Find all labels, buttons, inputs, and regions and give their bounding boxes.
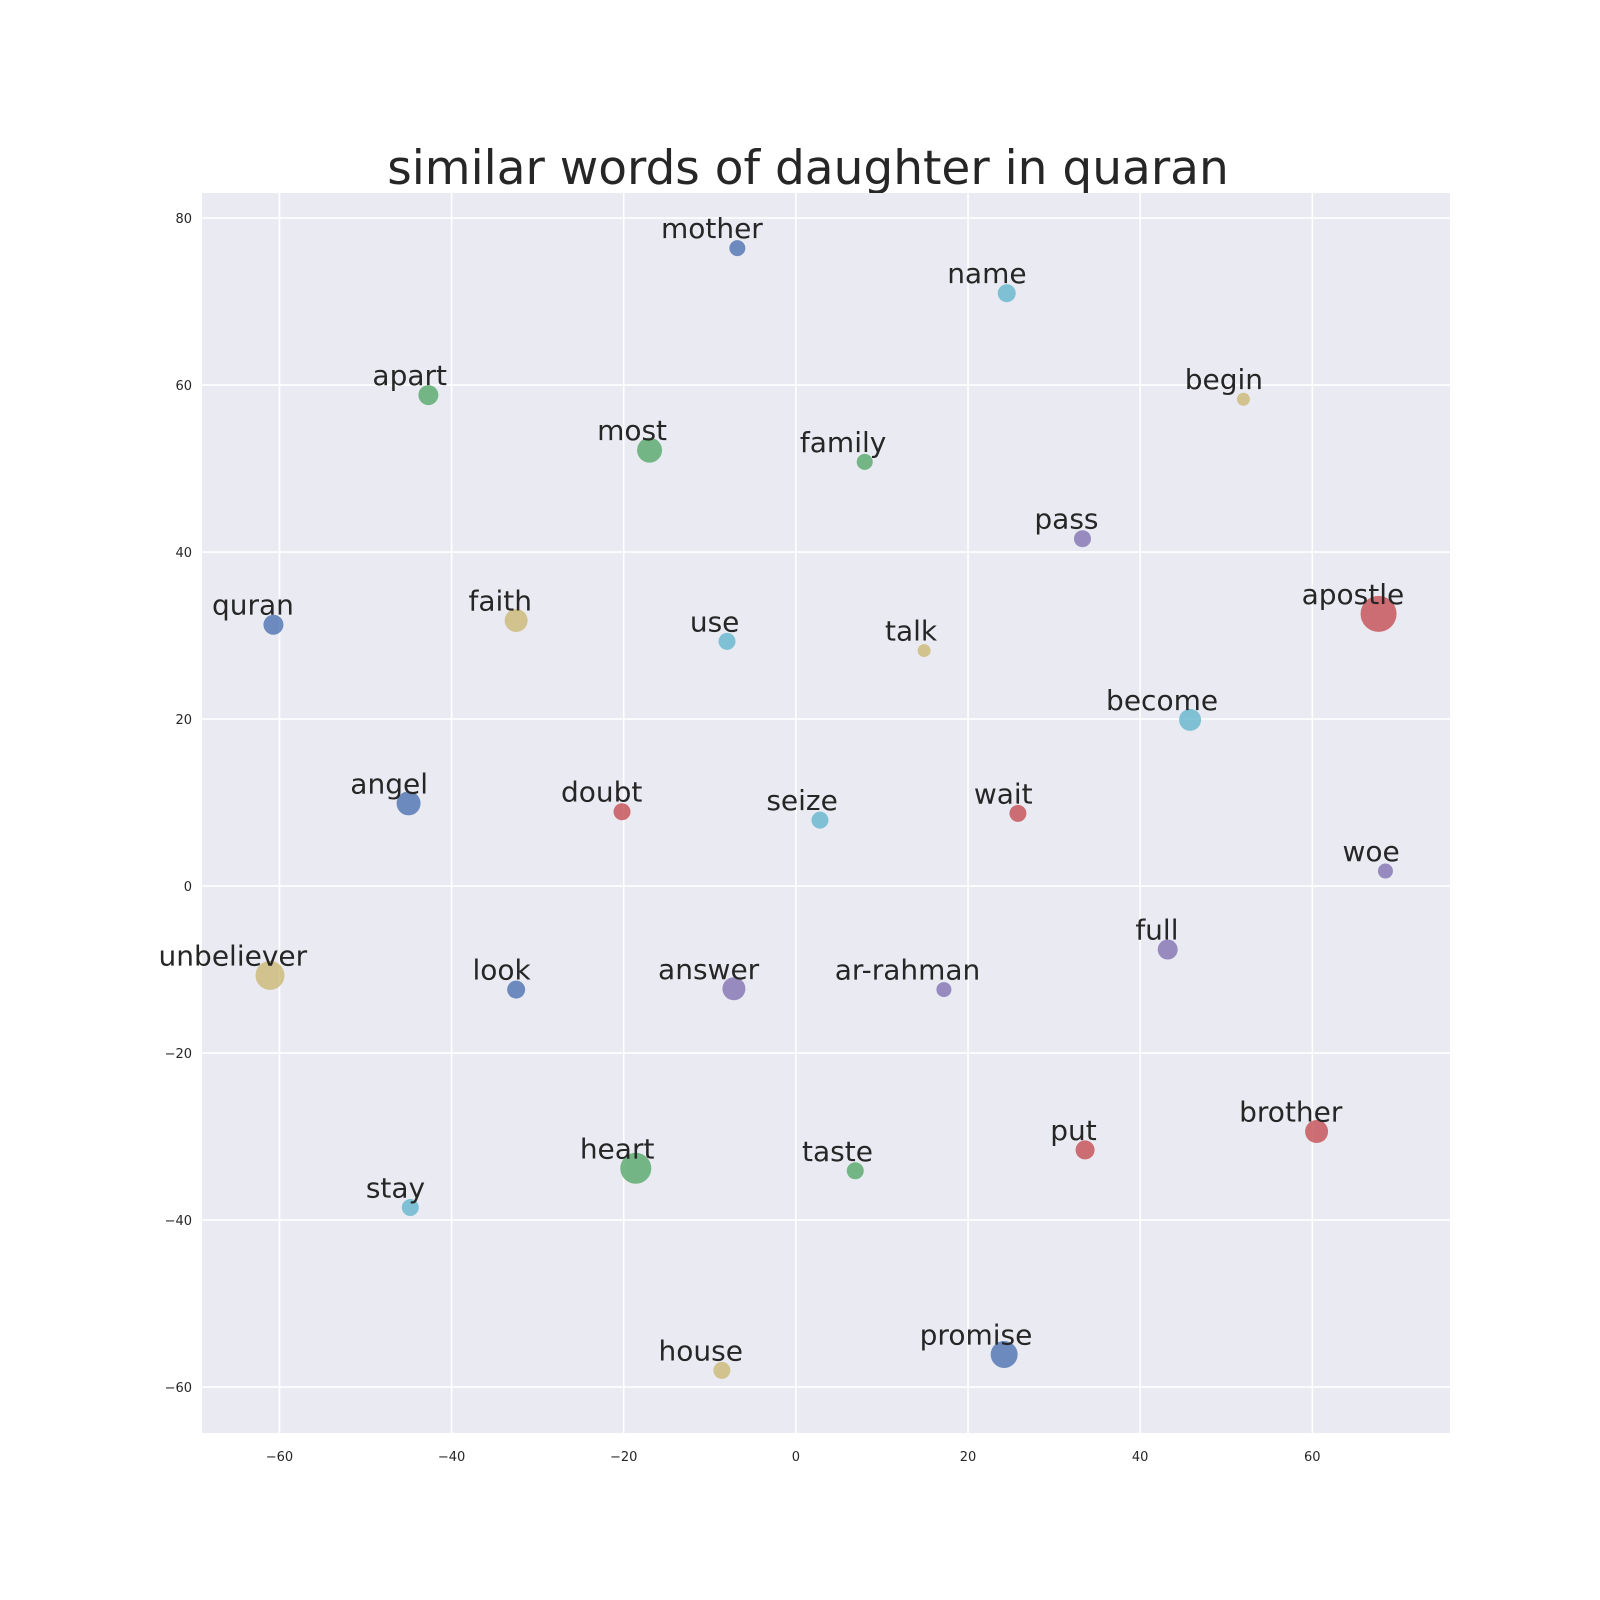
- point-label-name: name: [947, 257, 1026, 290]
- x-tick-label: 60: [1304, 1450, 1321, 1465]
- x-tick-label: 0: [792, 1450, 800, 1465]
- point-labels: mother name apart begin most family pass quran f…: [159, 212, 1405, 1367]
- data-point-angel: [396, 791, 421, 816]
- point-label-become: become: [1106, 684, 1218, 717]
- y-tick-label: 0: [184, 880, 192, 895]
- point-label-ar-rahman: ar-rahman: [835, 954, 981, 987]
- x-tick-label: 40: [1132, 1450, 1149, 1465]
- data-point-mother: [729, 240, 746, 257]
- x-tick-label: −20: [610, 1450, 637, 1465]
- point-label-quran: quran: [212, 589, 294, 622]
- x-tick-label: −60: [266, 1450, 293, 1465]
- x-tick-label: 20: [960, 1450, 977, 1465]
- point-label-heart: heart: [580, 1132, 655, 1165]
- y-tick-label: 80: [175, 212, 192, 227]
- point-label-woe: woe: [1342, 835, 1399, 868]
- y-tick-label: −60: [165, 1381, 192, 1396]
- point-label-angel: angel: [350, 767, 428, 800]
- data-point-pass: [1073, 530, 1091, 548]
- x-tick-label: −40: [438, 1450, 465, 1465]
- point-label-wait: wait: [974, 777, 1033, 810]
- data-point-family: [856, 453, 873, 470]
- data-point-begin: [1236, 392, 1250, 406]
- point-label-seize: seize: [766, 784, 838, 817]
- data-point-brother: [1305, 1120, 1329, 1144]
- data-point-heart: [620, 1152, 652, 1184]
- data-point-quran: [263, 614, 284, 635]
- point-label-brother: brother: [1239, 1096, 1343, 1129]
- x-axis-ticks: −60 −40 −20 0 20 40 60: [266, 1450, 1321, 1465]
- y-tick-label: −20: [165, 1047, 192, 1062]
- data-point-name: [997, 284, 1016, 303]
- point-label-house: house: [659, 1334, 743, 1367]
- y-tick-label: 20: [175, 713, 192, 728]
- point-label-look: look: [472, 954, 531, 987]
- point-label-full: full: [1135, 914, 1178, 947]
- data-point-most: [637, 437, 663, 463]
- y-tick-label: 40: [175, 546, 192, 561]
- data-point-woe: [1377, 863, 1393, 879]
- data-point-seize: [811, 811, 829, 829]
- point-label-put: put: [1050, 1114, 1097, 1147]
- point-label-begin: begin: [1185, 363, 1263, 396]
- data-point-doubt: [613, 803, 631, 821]
- point-label-talk: talk: [885, 615, 938, 648]
- data-point-look: [507, 980, 526, 999]
- data-point-faith: [504, 609, 528, 633]
- y-axis-ticks: −60 −40 −20 0 20 40 60 80: [165, 212, 192, 1396]
- point-label-stay: stay: [366, 1172, 425, 1205]
- point-label-most: most: [597, 414, 667, 447]
- point-label-doubt: doubt: [561, 776, 642, 809]
- data-point-unbeliever: [255, 960, 285, 990]
- data-point-become: [1179, 708, 1202, 731]
- data-point-talk: [917, 644, 931, 658]
- data-points: [255, 240, 1397, 1379]
- y-tick-label: 60: [175, 379, 192, 394]
- data-point-apostle: [1360, 595, 1397, 632]
- data-point-promise: [990, 1341, 1018, 1369]
- data-point-wait: [1009, 804, 1027, 822]
- data-point-ar-rahman: [936, 982, 952, 998]
- data-point-taste: [846, 1162, 864, 1180]
- data-point-answer: [722, 977, 746, 1001]
- point-label-use: use: [690, 605, 740, 638]
- data-point-put: [1075, 1140, 1095, 1160]
- data-point-stay: [401, 1199, 419, 1217]
- data-point-full: [1157, 939, 1178, 960]
- data-point-use: [718, 632, 736, 650]
- point-label-faith: faith: [469, 585, 533, 618]
- point-label-unbeliever: unbeliever: [159, 939, 308, 972]
- point-label-mother: mother: [661, 212, 763, 245]
- point-label-family: family: [800, 426, 886, 459]
- data-point-house: [713, 1361, 731, 1379]
- data-point-apart: [418, 385, 439, 406]
- point-label-answer: answer: [658, 953, 760, 986]
- point-label-pass: pass: [1034, 503, 1098, 536]
- point-label-apostle: apostle: [1302, 578, 1405, 611]
- point-label-promise: promise: [920, 1319, 1033, 1352]
- chart-title: similar words of daughter in quaran: [387, 141, 1228, 196]
- point-label-apart: apart: [372, 359, 447, 392]
- y-tick-label: −40: [165, 1214, 192, 1229]
- grid-lines: [202, 193, 1450, 1433]
- point-label-taste: taste: [802, 1135, 873, 1168]
